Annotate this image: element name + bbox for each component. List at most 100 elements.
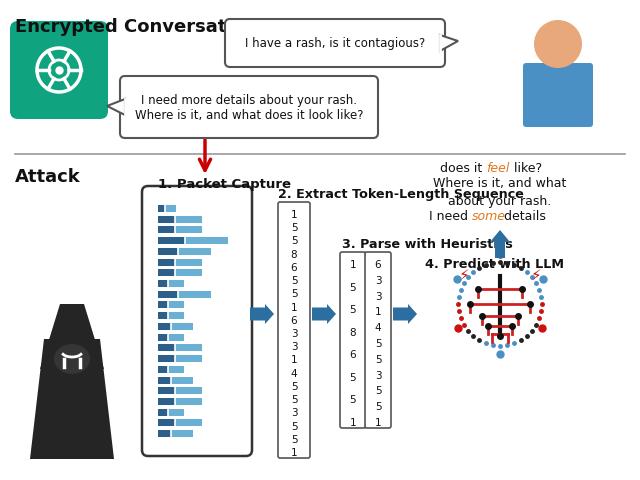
Bar bbox=[158, 366, 168, 373]
Bar bbox=[158, 420, 175, 427]
Text: 3: 3 bbox=[291, 341, 298, 351]
Text: 1: 1 bbox=[374, 307, 381, 317]
Bar bbox=[158, 355, 175, 362]
Bar bbox=[175, 270, 202, 276]
Bar bbox=[175, 227, 202, 234]
Bar bbox=[178, 291, 211, 298]
FancyArrow shape bbox=[250, 304, 274, 324]
Text: 1: 1 bbox=[349, 417, 356, 427]
Text: 2. Extract Token-Length Sequence: 2. Extract Token-Length Sequence bbox=[278, 188, 524, 201]
FancyArrow shape bbox=[393, 304, 417, 324]
FancyBboxPatch shape bbox=[523, 64, 593, 128]
Text: does it: does it bbox=[440, 162, 486, 175]
Text: 4: 4 bbox=[291, 368, 298, 378]
Bar bbox=[178, 248, 211, 255]
Text: feel: feel bbox=[486, 162, 509, 175]
Text: like?: like? bbox=[510, 162, 542, 175]
Text: 1: 1 bbox=[291, 302, 298, 312]
FancyBboxPatch shape bbox=[120, 77, 378, 139]
Bar bbox=[158, 345, 175, 351]
Text: 5: 5 bbox=[374, 338, 381, 348]
Text: I have a rash, is it contagious?: I have a rash, is it contagious? bbox=[245, 37, 425, 50]
Text: Where is it, and what: Where is it, and what bbox=[433, 177, 566, 190]
Bar bbox=[158, 323, 172, 330]
Text: 8: 8 bbox=[291, 249, 298, 259]
Bar bbox=[168, 302, 184, 309]
Bar bbox=[158, 398, 175, 405]
Text: 6: 6 bbox=[291, 263, 298, 272]
Bar bbox=[168, 280, 184, 288]
FancyBboxPatch shape bbox=[340, 252, 366, 428]
Text: 5: 5 bbox=[374, 401, 381, 411]
Text: 3. Parse with Heuristics: 3. Parse with Heuristics bbox=[342, 238, 513, 251]
Bar bbox=[158, 270, 175, 276]
Ellipse shape bbox=[54, 344, 90, 374]
Text: 8: 8 bbox=[349, 327, 356, 337]
Text: 5: 5 bbox=[291, 394, 298, 404]
Text: 5: 5 bbox=[291, 381, 298, 391]
Bar bbox=[158, 259, 175, 266]
Bar bbox=[175, 420, 202, 427]
Bar bbox=[185, 238, 228, 244]
Text: 5: 5 bbox=[349, 282, 356, 292]
Bar bbox=[158, 334, 168, 341]
Text: 1: 1 bbox=[291, 355, 298, 365]
Polygon shape bbox=[440, 36, 458, 52]
Bar bbox=[158, 205, 164, 213]
Text: about your rash.: about your rash. bbox=[449, 195, 552, 208]
Bar bbox=[158, 248, 178, 255]
Polygon shape bbox=[40, 304, 104, 369]
FancyBboxPatch shape bbox=[365, 252, 391, 428]
Text: 3: 3 bbox=[374, 370, 381, 380]
Text: some: some bbox=[472, 210, 506, 223]
Circle shape bbox=[534, 21, 582, 69]
Bar bbox=[175, 355, 202, 362]
Bar bbox=[158, 377, 172, 384]
Bar bbox=[158, 291, 178, 298]
Bar bbox=[168, 334, 184, 341]
Text: 5: 5 bbox=[291, 420, 298, 431]
Text: 1: 1 bbox=[291, 447, 298, 457]
Text: Attack: Attack bbox=[15, 168, 81, 186]
Text: ⚡: ⚡ bbox=[459, 267, 469, 282]
Bar bbox=[172, 377, 193, 384]
Text: 5: 5 bbox=[291, 289, 298, 299]
Text: 5: 5 bbox=[291, 223, 298, 233]
Bar bbox=[158, 409, 168, 416]
Text: 5: 5 bbox=[374, 385, 381, 396]
Bar bbox=[168, 409, 184, 416]
Text: 5: 5 bbox=[291, 434, 298, 444]
Text: 6: 6 bbox=[291, 315, 298, 325]
Bar bbox=[158, 302, 168, 309]
Bar bbox=[158, 238, 185, 244]
FancyBboxPatch shape bbox=[142, 187, 252, 456]
Text: 5: 5 bbox=[349, 304, 356, 314]
FancyBboxPatch shape bbox=[10, 22, 108, 120]
Bar bbox=[168, 312, 184, 320]
Bar bbox=[158, 312, 168, 320]
Text: 1: 1 bbox=[349, 260, 356, 269]
Bar bbox=[172, 430, 193, 437]
Text: 6: 6 bbox=[349, 349, 356, 360]
Text: 4. Predict with LLM: 4. Predict with LLM bbox=[425, 257, 564, 270]
Text: 5: 5 bbox=[291, 276, 298, 286]
FancyArrow shape bbox=[312, 304, 336, 324]
FancyBboxPatch shape bbox=[278, 203, 310, 458]
Text: 5: 5 bbox=[291, 236, 298, 246]
Bar bbox=[175, 259, 202, 266]
Text: 6: 6 bbox=[374, 260, 381, 269]
Bar bbox=[158, 430, 172, 437]
Bar bbox=[164, 205, 175, 213]
Text: 5: 5 bbox=[349, 372, 356, 382]
Text: 5: 5 bbox=[349, 395, 356, 405]
Bar bbox=[172, 323, 193, 330]
Polygon shape bbox=[30, 339, 114, 459]
Text: details: details bbox=[500, 210, 546, 223]
Bar bbox=[175, 398, 202, 405]
Text: I need: I need bbox=[429, 210, 472, 223]
Text: ⚡: ⚡ bbox=[531, 267, 541, 282]
Text: I need more details about your rash.
Where is it, and what does it look like?: I need more details about your rash. Whe… bbox=[135, 94, 364, 122]
Bar bbox=[158, 280, 168, 288]
Text: 3: 3 bbox=[291, 408, 298, 418]
Text: 4: 4 bbox=[374, 323, 381, 333]
